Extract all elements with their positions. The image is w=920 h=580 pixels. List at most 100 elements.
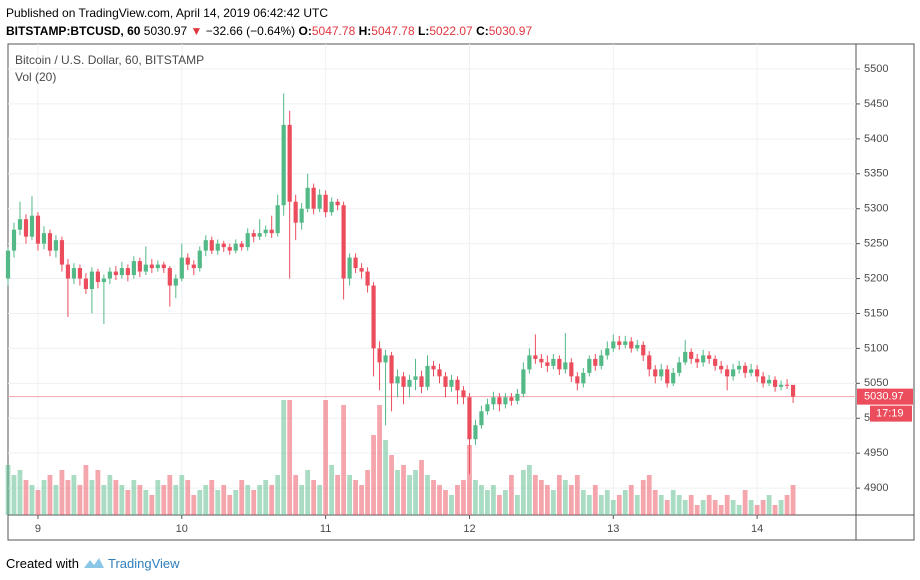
candle-body [263,229,268,234]
volume-bar [185,480,191,515]
volume-bar [347,475,352,515]
volume-bar [509,475,514,515]
candle-body [269,229,274,234]
volume-bar [137,485,143,515]
candle-body [557,358,562,370]
candle-body [533,355,538,359]
volume-bar [419,460,424,515]
ohlc-line: BITSTAMP:BTCUSD, 60 5030.97 ▼ −32.66 (−0… [6,22,532,40]
candle-body [113,271,118,276]
volume-bar [742,490,748,515]
volume-bar [131,480,137,515]
volume-bar [532,475,538,515]
volume-bar [610,500,616,515]
volume-bar [574,475,580,515]
volume-bar [95,470,101,515]
candle-body [647,355,652,370]
candle-body [629,341,634,349]
x-tick-label: 14 [751,523,763,535]
candle-body [107,271,112,279]
volume-bar [65,480,71,515]
candle-body [485,404,490,412]
volume-bar [227,495,233,515]
volume-bar [299,485,305,515]
candle-body [233,243,238,251]
candle-body [191,264,196,269]
frame [7,43,915,541]
candle-body [209,240,214,251]
volume-bar [377,405,382,515]
volume-bar [520,470,526,515]
candle-body [581,372,586,384]
volume-bar [485,490,490,515]
volume-bar [29,485,35,515]
candle-body [539,358,544,363]
volume-bar [754,505,760,515]
last-price-box [857,388,913,405]
volume-bar [113,480,119,515]
volume-bar [53,485,59,515]
volume-bar [670,490,676,515]
volume-bar [772,505,778,515]
candle-body [359,268,364,272]
candle-body [593,358,598,366]
volume-bar [305,470,311,515]
candle-body [185,257,190,265]
candle-body [329,201,334,213]
volume-bar [479,485,484,515]
candle-body [401,376,406,387]
volume-bar [317,485,323,515]
candle-body [239,243,244,248]
candle-body [47,233,53,251]
volume-bar [682,500,688,515]
candle-body [623,341,628,345]
volume-bar [365,470,370,515]
volume-bar [544,485,550,515]
volume-bar [449,495,454,515]
volume-bar [461,480,466,515]
candle-body [41,233,47,244]
candle-body [341,205,346,279]
volume-bar [622,490,628,515]
close-label: C: [476,24,489,38]
volume-bar [425,475,430,515]
volume-bar [526,465,532,515]
volume-bar [371,435,376,515]
volume-bar [748,500,754,515]
candle-body [653,369,658,377]
candle-body [293,201,298,223]
volume-bar [395,470,400,515]
volume-bar [515,495,520,515]
volume-bar [407,475,412,515]
volume-bar [149,495,155,515]
volume-bar [700,500,706,515]
high-label: H: [358,24,372,38]
candle-body [77,268,83,279]
volume-bar [125,490,131,515]
header: Published on TradingView.com, April 14, … [6,4,532,40]
volume-bar [580,490,586,515]
candle-body [659,369,664,377]
volume-bar [401,465,406,515]
close-value: 5030.97 [488,24,533,38]
volume-bar [197,490,203,515]
candle-body [635,344,640,349]
grid [8,44,856,515]
x-tick-label: 12 [463,523,475,535]
volume-bar [59,470,65,515]
volume-bar [562,480,568,515]
candle-body [305,187,310,209]
candle-body [497,397,502,405]
volume-bar [341,405,347,515]
candle-body [29,215,35,237]
candle-body [437,369,442,377]
candle-body [749,369,754,373]
candle-body [251,233,256,237]
candle-body [23,219,29,237]
volume-bar [5,465,11,515]
volume-bar [101,485,107,515]
candle-body [605,348,610,356]
volume-bar [556,475,562,515]
last-price-label: 5030.97 [864,391,904,403]
volume-bar [431,480,436,515]
